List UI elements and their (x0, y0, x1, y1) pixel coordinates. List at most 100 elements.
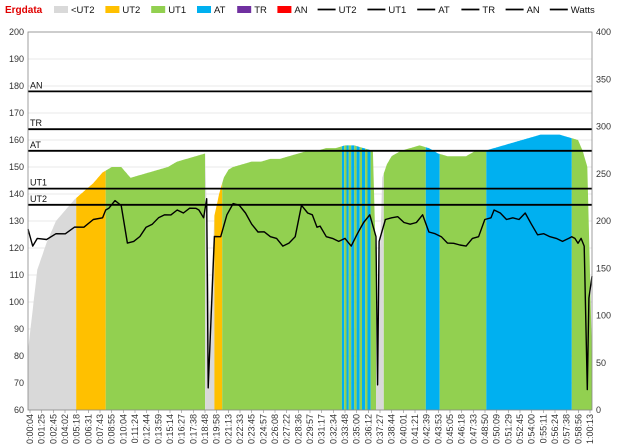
zone-area-ut2-4 (214, 183, 223, 410)
x-tick-label-0: 0:00:04 (25, 414, 35, 444)
x-tick-label-31: 0:38:44 (387, 414, 397, 444)
legend-area-ut2-1-label: UT2 (122, 5, 140, 16)
watts-series-line (27, 198, 593, 391)
x-tick-label-18: 0:22:33 (235, 414, 245, 444)
x-tick-label-32: 0:40:01 (398, 414, 408, 444)
x-tick-label-27: 0:33:48 (340, 414, 350, 444)
y2-tick-label-350: 350 (596, 74, 611, 84)
zone-area-ut1-9 (348, 145, 352, 410)
legend-area-tr-4-swatch (237, 6, 252, 13)
x-tick-label-4: 0:05:18 (72, 414, 82, 444)
zone-area-ut1-21 (439, 150, 487, 410)
y-tick-label-190: 190 (9, 54, 24, 64)
x-tick-label-38: 0:47:33 (468, 414, 478, 444)
y2-tick-label-0: 0 (596, 405, 601, 415)
y-tick-label-70: 70 (14, 378, 24, 388)
zone-area-ut1-19 (383, 145, 426, 410)
legend: <UT2 UT2 UT1 AT TR AN UT2 UT1 AT TR AN Watts (54, 5, 595, 16)
legend-line-at-8-label: AT (438, 5, 450, 16)
zone-area-ut1-11 (354, 145, 357, 410)
legend-line-an-10-label: AN (527, 5, 540, 16)
y-tick-label-140: 140 (9, 189, 24, 199)
x-tick-label-47: 0:58:56 (573, 414, 583, 444)
x-tick-label-25: 0:31:17 (317, 414, 327, 444)
x-tick-label-20: 0:24:57 (258, 414, 268, 444)
y-tick-label-100: 100 (9, 297, 24, 307)
axes: 60 70 80 90 100 110 120 130 140 150 160 170 180 190 20… (9, 27, 611, 444)
zone-area-ut1-2 (105, 153, 206, 410)
y2-tick-label-400: 400 (596, 27, 611, 37)
legend-area-below-ut2-0-label: <UT2 (71, 5, 95, 16)
x-tick-label-15: 0:18:48 (200, 414, 210, 444)
x-tick-label-35: 0:43:53 (433, 414, 443, 444)
x-tick-label-22: 0:27:22 (282, 414, 292, 444)
x-tick-label-8: 0:10:04 (118, 414, 128, 444)
x-tick-label-45: 0:56:24 (550, 414, 560, 444)
legend-area-at-3-label: AT (214, 5, 226, 16)
zone-area-ut1-5 (222, 146, 342, 411)
y-tick-label-90: 90 (14, 324, 24, 334)
watts-line (27, 198, 593, 391)
y2-tick-label-250: 250 (596, 169, 611, 179)
x-tick-label-46: 0:57:38 (562, 414, 572, 444)
x-tick-label-13: 0:16:27 (177, 414, 187, 444)
x-tick-label-28: 0:35:00 (352, 414, 362, 444)
x-tick-label-42: 0:52:45 (515, 414, 525, 444)
x-tick-label-17: 0:21:13 (223, 414, 233, 444)
zone-area-at-22 (486, 134, 572, 410)
legend-line-watts-11-label: Watts (571, 5, 595, 16)
x-tick-label-7: 0:08:55 (107, 414, 117, 444)
legend-area-at-3-swatch (197, 6, 211, 13)
legend-line-ut1-7-label: UT1 (388, 5, 406, 16)
x-tick-label-12: 0:15:14 (165, 414, 175, 444)
threshold-label-tr: TR (30, 118, 42, 128)
legend-area-an-5-label: AN (294, 5, 307, 16)
zone-area-at-12 (356, 146, 360, 410)
legend-area-below-ut2-0-swatch (54, 6, 68, 13)
x-tick-label-21: 0:26:08 (270, 414, 280, 444)
legend-area-ut1-2-swatch (151, 6, 166, 13)
legend-area-tr-4-label: TR (254, 5, 267, 16)
x-tick-label-30: 0:37:27 (375, 414, 385, 444)
x-tick-label-29: 0:36:12 (363, 414, 373, 444)
x-tick-label-11: 0:13:59 (153, 414, 163, 444)
x-tick-label-5: 0:06:31 (83, 414, 93, 444)
y2-tick-label-50: 50 (596, 358, 606, 368)
x-tick-label-10: 0:12:44 (142, 414, 152, 444)
y-tick-label-120: 120 (9, 243, 24, 253)
x-tick-label-37: 0:46:18 (457, 414, 467, 444)
legend-line-tr-9-label: TR (482, 5, 495, 16)
y2-tick-label-100: 100 (596, 311, 611, 321)
x-tick-label-14: 0:17:38 (188, 414, 198, 444)
x-tick-label-48: 1:00:13 (585, 414, 595, 444)
threshold-label-ut2: UT2 (30, 194, 47, 204)
zone-area-ut2-1 (76, 170, 106, 410)
zone-area-at-8 (346, 145, 349, 410)
threshold-label-an: AN (30, 80, 43, 90)
y-tick-label-130: 130 (9, 216, 24, 226)
threshold-label-ut1: UT1 (30, 178, 47, 188)
x-tick-label-16: 0:19:58 (212, 414, 222, 444)
zone-area-ut1-7 (344, 145, 347, 410)
y2-tick-label-200: 200 (596, 216, 611, 226)
y-tick-label-150: 150 (9, 162, 24, 172)
x-tick-label-3: 0:04:02 (60, 414, 70, 444)
y-tick-label-170: 170 (9, 108, 24, 118)
chart-title: Ergdata (5, 5, 43, 16)
y-tick-label-180: 180 (9, 81, 24, 91)
x-tick-label-2: 0:02:45 (48, 414, 58, 444)
x-tick-label-24: 0:29:57 (305, 414, 315, 444)
threshold-label-at: AT (30, 140, 41, 150)
x-tick-label-43: 0:54:00 (527, 414, 537, 444)
zone-area-below-ut2-0 (28, 198, 77, 410)
legend-area-an-5-swatch (277, 6, 292, 13)
y2-tick-label-150: 150 (596, 263, 611, 273)
y-tick-label-110: 110 (10, 270, 24, 280)
zone-area-ut1-17 (370, 150, 376, 410)
legend-line-ut2-6-label: UT2 (339, 5, 357, 16)
x-tick-label-1: 0:01:25 (37, 414, 47, 444)
x-tick-label-40: 0:50:09 (492, 414, 502, 444)
x-tick-label-26: 0:32:34 (328, 414, 338, 444)
